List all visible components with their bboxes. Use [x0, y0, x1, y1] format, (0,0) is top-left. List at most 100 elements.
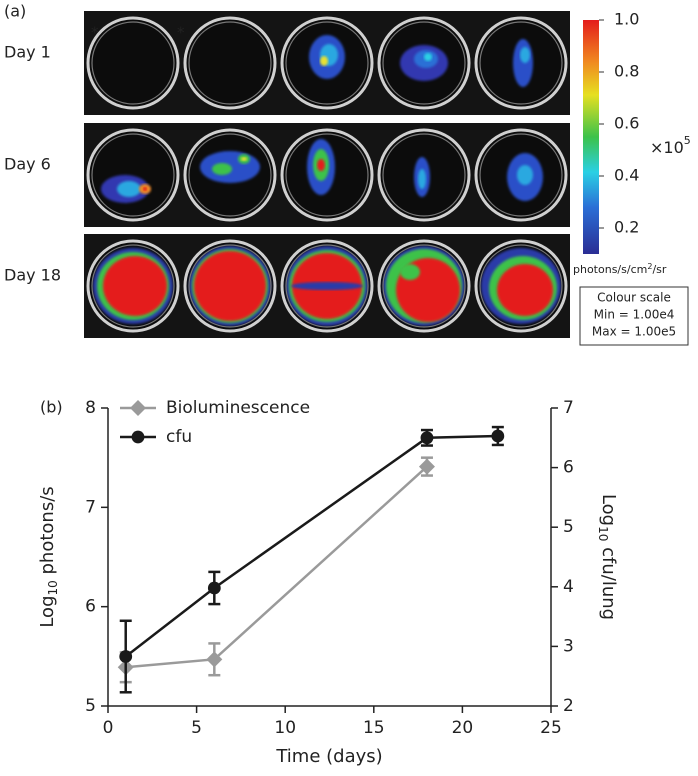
row-label: Day 1 [4, 43, 51, 62]
well-rim-inner [188, 21, 272, 105]
point [206, 651, 223, 668]
row-label: Day 18 [4, 266, 61, 285]
y2-axis-label: Log10 cfu/lung [597, 494, 620, 620]
label-sub: 10 [597, 526, 611, 541]
scale-box-line: Colour scale [597, 291, 671, 305]
y2-tick-label: 3 [563, 636, 574, 656]
y2-tick-label: 5 [563, 517, 574, 537]
legend-label: cfu [166, 427, 192, 447]
label-part: Log [37, 596, 58, 628]
signal [418, 169, 426, 189]
well-rim [86, 16, 180, 110]
well-rim [377, 239, 471, 333]
colorbar-tick-label: 0.8 [614, 62, 639, 81]
point [418, 458, 435, 475]
panel-a: (a) Day 1 Day 6 Day 18 * * 1.0 0.8 0.6 0.4 0.2 ×105… [4, 2, 691, 346]
signal [194, 251, 266, 321]
well-rim-inner [91, 244, 175, 328]
well-rim [474, 16, 568, 110]
well-rim-inner [285, 21, 369, 105]
x-tick-label: 20 [452, 718, 474, 738]
unit-part: /sr [652, 263, 666, 276]
y-tick-label: 6 [85, 597, 96, 617]
well-rim-inner [285, 133, 369, 217]
x-tick-label: 10 [274, 718, 296, 738]
signal [103, 256, 167, 316]
unit-part: photons/s/cm [573, 263, 647, 276]
colorbar-tick-label: 0.4 [614, 166, 639, 185]
x-tick-label: 5 [191, 718, 202, 738]
well-rim [280, 128, 374, 222]
x-tick-label: 25 [540, 718, 562, 738]
well-rim [474, 128, 568, 222]
well-rim [280, 16, 374, 110]
well-rim [86, 128, 180, 222]
well-rim-inner [91, 133, 175, 217]
colorbar-multiplier: ×105 [650, 134, 691, 157]
y2-tick-label: 2 [563, 696, 574, 716]
multiplier: ×10 [650, 138, 684, 157]
well-rim-inner [188, 244, 272, 328]
label-part: cfu/lung [598, 541, 619, 620]
well-rim-inner [479, 244, 563, 328]
legend-marker [130, 400, 146, 416]
signal [424, 53, 432, 61]
series-line [124, 434, 498, 658]
y-tick-label: 7 [85, 497, 96, 517]
colorbar-tick-label: 1.0 [614, 10, 639, 29]
colorbar-tick-label: 0.6 [614, 114, 639, 133]
well [185, 18, 275, 108]
scale-box-line: Max = 1.00e5 [592, 325, 676, 339]
y2-tick-label: 6 [563, 458, 574, 478]
row-label: Day 6 [4, 155, 51, 174]
well-rim-inner [479, 133, 563, 217]
panel-label: (a) [4, 2, 26, 21]
point [119, 650, 133, 663]
series-line [125, 465, 428, 669]
signal [520, 47, 530, 63]
x-tick-label: 0 [103, 718, 114, 738]
well-rim-inner [91, 21, 175, 105]
well-rim [86, 239, 180, 333]
well-rim [377, 128, 471, 222]
point [491, 429, 505, 443]
signal [497, 264, 553, 316]
point [420, 431, 434, 445]
scale-box-line: Min = 1.00e4 [594, 308, 675, 322]
scale-box [579, 286, 689, 346]
signal [212, 163, 232, 175]
signal [143, 187, 147, 191]
signal [320, 56, 328, 66]
well-rim-inner [285, 244, 369, 328]
signal [291, 282, 363, 290]
well-rim [183, 128, 277, 222]
signal [117, 181, 141, 197]
legend-marker [131, 430, 145, 444]
colorbar [583, 20, 599, 254]
well-rim-inner [382, 133, 466, 217]
panel-label: (b) [40, 398, 63, 417]
signal [517, 165, 533, 185]
y-axis-label: Log10 photons/s [37, 486, 60, 627]
label-part: photons/s [37, 486, 58, 580]
label-part: Log [598, 494, 619, 526]
well-rim [377, 16, 471, 110]
legend-label: Bioluminescence [166, 398, 310, 418]
point [207, 581, 221, 595]
y2-tick-label: 4 [563, 577, 574, 597]
well-rim-inner [382, 244, 466, 328]
y-tick-label: 5 [85, 696, 96, 716]
well-rim-inner [382, 21, 466, 105]
signal [317, 159, 325, 171]
y-tick-label: 8 [85, 398, 96, 418]
colorbar-unit: photons/s/cm2/sr [573, 262, 667, 277]
asterisk: * [91, 24, 99, 42]
x-tick-label: 15 [363, 718, 385, 738]
label-sub: 10 [46, 580, 60, 595]
signal [400, 264, 420, 280]
x-axis-label: Time (days) [275, 746, 382, 767]
asterisk: * [177, 24, 185, 42]
well-rim [183, 239, 277, 333]
